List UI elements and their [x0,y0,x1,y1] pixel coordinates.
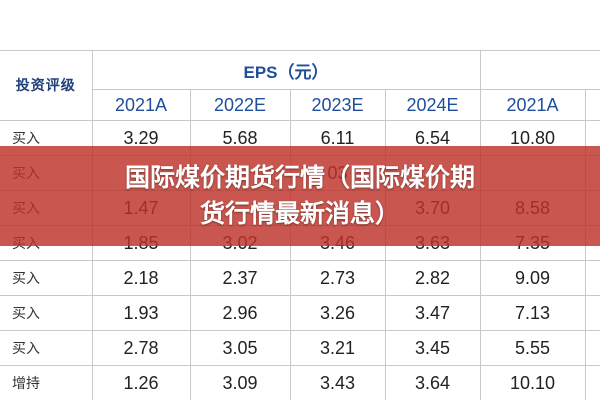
cell [584,365,600,400]
eps-value: 3.21 [289,330,386,366]
eps-value: 3.09 [189,365,291,400]
year-header: 2022E [189,89,291,121]
rating: 买入 [0,260,93,296]
rating-header: 投资评级 [0,50,93,121]
cell [584,295,600,331]
eps-header: EPS（元） [91,50,481,90]
eps-value: 1.26 [91,365,191,400]
year-header: 2024E [384,89,481,121]
data-row: 增持 1.26 3.09 3.43 3.64 10.10 [0,365,600,400]
data-row: 买入 2.78 3.05 3.21 3.45 5.55 [0,330,600,366]
rating: 买入 [0,295,93,331]
data-row: 买入 1.93 2.96 3.26 3.47 7.13 [0,295,600,331]
eps-value: 3.26 [289,295,386,331]
year-header: 2021A [479,89,586,121]
eps-value: 2.18 [91,260,191,296]
banner-line: 货行情最新消息） [199,199,400,228]
header-row: 投资评级 EPS（元） [0,50,600,121]
eps-value: 2.96 [189,295,291,331]
eps-value: 1.93 [91,295,191,331]
cell [584,89,600,121]
eps-value: 7.13 [479,295,586,331]
title-banner: 国际煤价期货行情（国际煤价期 货行情最新消息） [0,146,600,246]
cell [584,260,600,296]
data-row: 买入 2.18 2.37 2.73 2.82 9.09 [0,260,600,296]
eps-value: 2.73 [289,260,386,296]
group-header [479,50,600,90]
cell [584,330,600,366]
year-row: 2021A 2022E 2023E 2024E 2021A [0,89,600,121]
eps-value: 3.05 [189,330,291,366]
eps-value: 2.78 [91,330,191,366]
eps-value: 3.64 [384,365,481,400]
year-header: 2023E [289,89,386,121]
eps-value: 3.47 [384,295,481,331]
eps-value: 2.37 [189,260,291,296]
eps-value: 3.45 [384,330,481,366]
rating: 买入 [0,330,93,366]
eps-value: 3.43 [289,365,386,400]
eps-value: 2.82 [384,260,481,296]
banner-line: 国际煤价期货行情（国际煤价期 [124,163,475,192]
eps-value: 5.55 [479,330,586,366]
eps-value: 10.10 [479,365,586,400]
year-header: 2021A [92,89,191,121]
rating: 增持 [0,365,93,400]
eps-value: 9.09 [479,260,586,296]
